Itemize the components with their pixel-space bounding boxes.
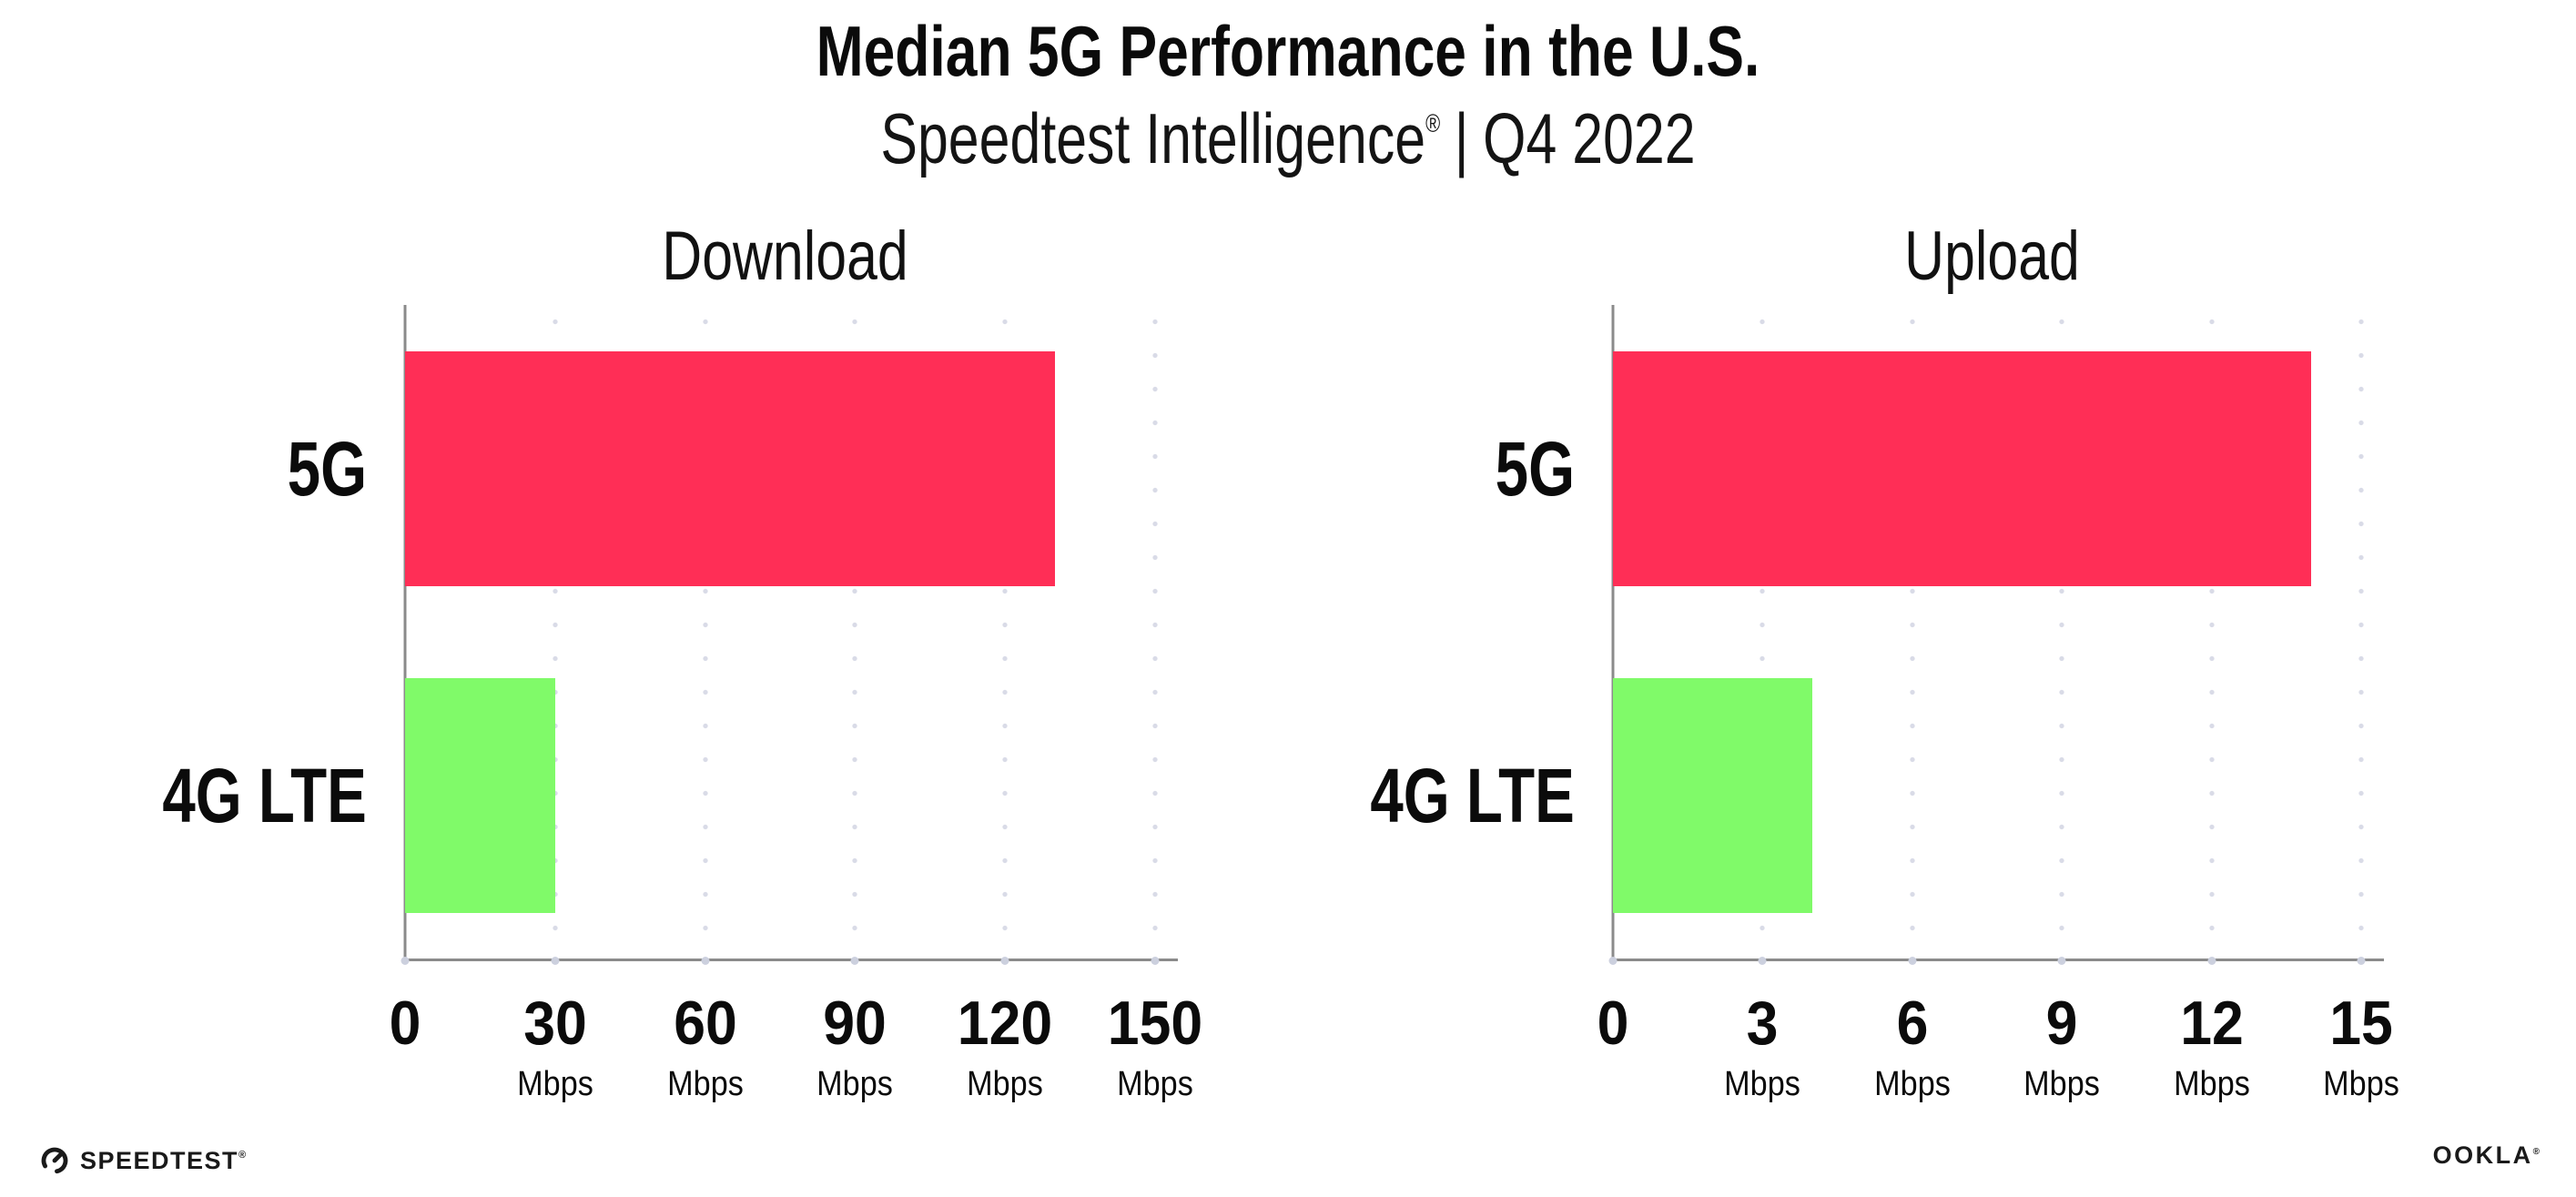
x-tick-label-150: 150 Mbps (1103, 992, 1206, 1101)
gridline-9 (2059, 305, 2065, 959)
x-tick-unit: Mbps (1117, 1065, 1193, 1103)
bar-5g (1613, 350, 2312, 586)
subtitle-brand: Speedtest Intelligence (880, 97, 1426, 178)
category-label-5g: 5G (287, 425, 367, 512)
axis-tick-dot-12 (2207, 957, 2216, 965)
x-tick-value: 3 (1747, 989, 1779, 1058)
ookla-label: OOKLA (2432, 1141, 2533, 1169)
x-tick-unit: Mbps (516, 1065, 593, 1103)
gridline-3 (1760, 305, 1766, 959)
x-tick-label-0: 0 (388, 992, 422, 1054)
x-tick-label-30: 30 Mbps (512, 992, 597, 1101)
x-tick-label-90: 90 Mbps (813, 992, 898, 1101)
gridline-15 (2358, 305, 2365, 959)
gridline-60 (702, 305, 708, 959)
category-label-4g-lte: 4G LTE (1370, 753, 1575, 839)
y-axis-line (403, 305, 407, 959)
speedtest-gauge-icon (41, 1147, 68, 1174)
axis-tick-dot-120 (1000, 957, 1009, 965)
gridline-12 (2208, 305, 2215, 959)
download-chart: Download 0 30 Mbps 60 Mbps 90 Mbps 120 Mbps 150 Mb… (163, 218, 1203, 1102)
ookla-logo: OOKLA® (2433, 1143, 2540, 1168)
axis-tick-dot-60 (701, 957, 710, 965)
x-tick-unit: Mbps (816, 1065, 894, 1103)
bar-5g (405, 350, 1056, 586)
axis-tick-dot-0 (401, 957, 410, 965)
subtitle-period: Q4 2022 (1483, 97, 1696, 178)
x-tick-value: 6 (1896, 989, 1929, 1058)
x-tick-label-12: 12 Mbps (2169, 992, 2254, 1101)
x-tick-value: 9 (2045, 989, 2078, 1058)
axis-tick-dot-6 (1908, 957, 1917, 965)
header: Median 5G Performance in the U.S. Speedt… (0, 0, 2576, 177)
chart-title-upload: Upload (1904, 218, 2080, 295)
plot-area-download: 0 30 Mbps 60 Mbps 90 Mbps 120 Mbps 150 Mbps 5G 4G LT… (163, 305, 1202, 1101)
x-tick-label-3: 3 Mbps (1720, 992, 1805, 1101)
registered-mark: ® (1425, 108, 1441, 137)
x-tick-unit: Mbps (666, 1065, 744, 1103)
x-axis-line (404, 959, 1178, 961)
x-tick-label-6: 6 Mbps (1870, 992, 1954, 1101)
x-tick-value: 0 (389, 989, 421, 1058)
gridline-6 (1909, 305, 1915, 959)
category-label-4g-lte: 4G LTE (162, 753, 367, 839)
subtitle-divider: | (1454, 97, 1469, 178)
x-tick-label-60: 60 Mbps (663, 992, 747, 1101)
page-title-text: Median 5G Performance in the U.S. (816, 11, 1760, 91)
x-tick-label-0: 0 (1596, 992, 1630, 1054)
axis-tick-dot-90 (850, 957, 859, 965)
bar-4g-lte (1613, 678, 1813, 914)
axis-tick-dot-15 (2357, 957, 2366, 965)
gridline-150 (1152, 305, 1158, 959)
x-tick-unit: Mbps (967, 1065, 1044, 1103)
gridline-30 (552, 305, 558, 959)
axis-tick-dot-0 (1608, 957, 1618, 965)
gridline-90 (852, 305, 858, 959)
x-tick-value: 0 (1597, 989, 1629, 1058)
x-tick-unit: Mbps (1873, 1065, 1951, 1103)
speedtest-logo: SPEEDTEST® (40, 1146, 246, 1175)
page-subtitle: Speedtest Intelligence® | Q4 2022 (283, 89, 2292, 177)
x-tick-label-120: 120 Mbps (953, 992, 1056, 1101)
x-tick-value: 15 (2329, 989, 2393, 1058)
x-tick-value: 12 (2179, 989, 2244, 1058)
bar-4g-lte (405, 678, 555, 914)
axis-tick-dot-150 (1151, 957, 1160, 965)
y-axis-line (1611, 305, 1615, 959)
category-label-5g: 5G (1495, 425, 1575, 512)
x-tick-value: 30 (523, 989, 587, 1058)
x-tick-value: 120 (958, 989, 1053, 1058)
x-axis-line (1612, 959, 2384, 961)
axis-tick-dot-9 (2057, 957, 2066, 965)
upload-chart: Upload 0 3 Mbps 6 Mbps 9 Mbps 12 Mbps 15 Mbps 5G 4G … (1371, 218, 2399, 1102)
chart-title-download: Download (662, 218, 908, 295)
x-tick-label-15: 15 Mbps (2319, 992, 2404, 1101)
speedtest-registered-mark: ® (238, 1149, 247, 1161)
x-tick-unit: Mbps (2173, 1065, 2250, 1103)
ookla-registered-mark: ® (2532, 1147, 2540, 1157)
plot-area-upload: 0 3 Mbps 6 Mbps 9 Mbps 12 Mbps 15 Mbps 5G 4G LTE (1371, 305, 2399, 1101)
axis-tick-dot-30 (551, 957, 560, 965)
gridline-120 (1002, 305, 1009, 959)
x-tick-unit: Mbps (2323, 1065, 2399, 1103)
speedtest-wordmark: SPEEDTEST® (80, 1146, 247, 1174)
speedtest-label: SPEEDTEST (80, 1146, 239, 1174)
x-tick-value: 90 (823, 989, 887, 1058)
axis-tick-dot-3 (1758, 957, 1767, 965)
x-tick-unit: Mbps (2023, 1065, 2101, 1103)
x-tick-unit: Mbps (1724, 1065, 1801, 1103)
x-tick-label-9: 9 Mbps (2020, 992, 2104, 1101)
x-tick-value: 60 (673, 989, 737, 1058)
page-title: Median 5G Performance in the U.S. (258, 0, 2318, 89)
x-tick-value: 150 (1107, 989, 1203, 1058)
